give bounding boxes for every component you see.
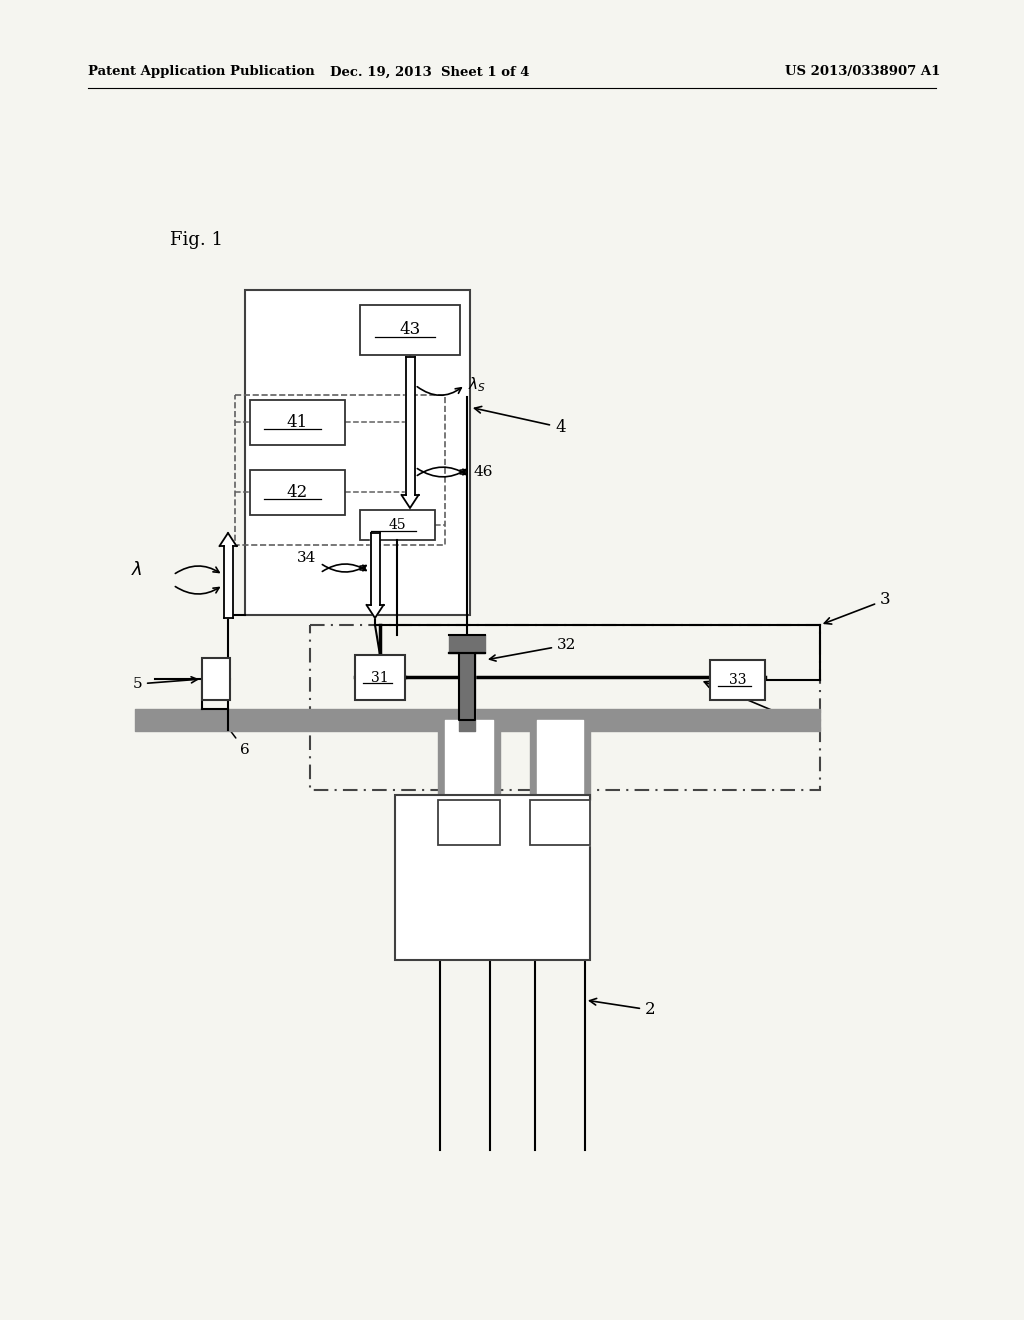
Text: 43: 43 [399,322,421,338]
Bar [360,305,460,355]
Text: $\lambda_S$: $\lambda_S$ [468,376,486,395]
Text: 1: 1 [705,681,801,729]
Text: 45: 45 [389,517,407,532]
Text: 31: 31 [371,671,389,685]
Bar [245,290,470,615]
Bar [395,795,590,960]
Polygon shape [401,356,419,508]
Text: 2: 2 [590,998,655,1019]
Bar [202,657,230,700]
Text: 34: 34 [297,550,316,565]
Text: 3: 3 [824,591,891,624]
Text: 42: 42 [287,484,308,502]
Text: Patent Application Publication: Patent Application Publication [88,66,314,78]
Polygon shape [449,653,485,719]
Bar [310,624,820,789]
Bar [250,400,345,445]
Text: 4: 4 [474,407,565,436]
Bar [360,510,435,540]
Bar [250,470,345,515]
Polygon shape [219,533,237,618]
Text: 32: 32 [489,638,577,661]
Text: Fig. 1: Fig. 1 [170,231,223,249]
Text: 6: 6 [222,721,250,756]
Text: $\lambda$: $\lambda$ [131,561,143,579]
Bar [530,800,590,845]
Text: 33: 33 [729,673,746,686]
Text: 46: 46 [473,465,493,479]
Polygon shape [367,533,384,618]
Bar [355,655,406,700]
Bar [710,660,765,700]
Bar [234,395,445,545]
Bar [438,800,500,845]
Text: 41: 41 [287,414,308,432]
Text: US 2013/0338907 A1: US 2013/0338907 A1 [784,66,940,78]
Text: 5: 5 [132,677,198,690]
Text: Dec. 19, 2013  Sheet 1 of 4: Dec. 19, 2013 Sheet 1 of 4 [331,66,529,78]
